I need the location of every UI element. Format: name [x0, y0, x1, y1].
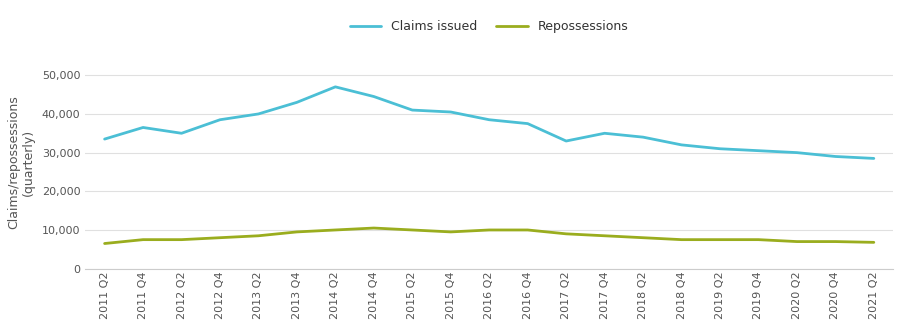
Repossessions [522, 228, 533, 232]
Claims issued [99, 137, 110, 141]
Claims issued [446, 110, 456, 114]
Repossessions [292, 230, 302, 234]
Claims issued [753, 149, 764, 153]
Claims issued [791, 151, 802, 155]
Repossessions [715, 238, 725, 242]
Repossessions [330, 228, 341, 232]
Line: Repossessions: Repossessions [104, 228, 874, 244]
Line: Claims issued: Claims issued [104, 87, 874, 158]
Repossessions [753, 238, 764, 242]
Repossessions [368, 226, 379, 230]
Claims issued [253, 112, 264, 116]
Legend: Claims issued, Repossessions: Claims issued, Repossessions [345, 15, 634, 38]
Repossessions [484, 228, 495, 232]
Claims issued [561, 139, 572, 143]
Repossessions [176, 238, 187, 242]
Claims issued [676, 143, 687, 147]
Claims issued [522, 122, 533, 126]
Claims issued [292, 100, 302, 104]
Repossessions [791, 240, 802, 244]
Repossessions [138, 238, 148, 242]
Claims issued [330, 85, 341, 89]
Claims issued [715, 147, 725, 151]
Repossessions [407, 228, 418, 232]
Repossessions [253, 234, 264, 238]
Claims issued [830, 155, 841, 158]
Claims issued [868, 156, 879, 160]
Repossessions [599, 234, 610, 238]
Y-axis label: Claims/repossessions
(quarterly): Claims/repossessions (quarterly) [7, 96, 35, 229]
Claims issued [214, 118, 225, 122]
Repossessions [830, 240, 841, 244]
Repossessions [638, 236, 649, 240]
Claims issued [138, 126, 148, 129]
Claims issued [368, 95, 379, 98]
Repossessions [446, 230, 456, 234]
Repossessions [561, 232, 572, 236]
Repossessions [868, 240, 879, 244]
Claims issued [638, 135, 649, 139]
Claims issued [176, 131, 187, 135]
Claims issued [484, 118, 495, 122]
Repossessions [214, 236, 225, 240]
Claims issued [599, 131, 610, 135]
Claims issued [407, 108, 418, 112]
Repossessions [99, 242, 110, 245]
Repossessions [676, 238, 687, 242]
